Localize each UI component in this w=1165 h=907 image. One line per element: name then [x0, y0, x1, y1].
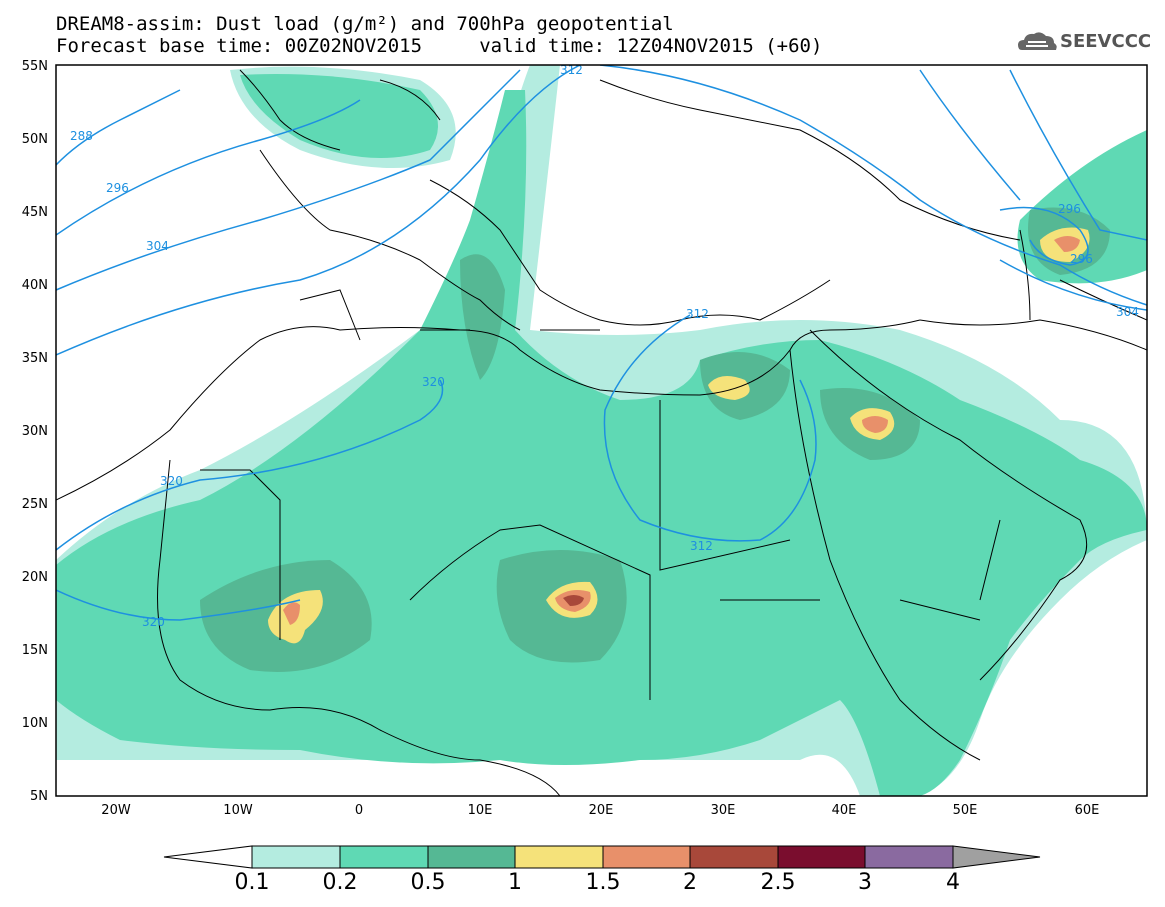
- colorbar-swatch: [864, 845, 954, 869]
- colorbar-swatch: [251, 845, 341, 869]
- contour-label: 320: [142, 615, 165, 629]
- lat-tick-label: 20N: [22, 570, 48, 585]
- colorbar-label: 0.2: [322, 870, 358, 895]
- contour-label: 288: [70, 129, 93, 143]
- lon-tick-label: 0: [355, 803, 363, 818]
- contour-312: [56, 65, 1147, 356]
- contour-label: 296: [1070, 252, 1093, 266]
- contour-label: 320: [160, 474, 183, 488]
- contour-label: 312: [560, 63, 583, 77]
- lat-tick-label: 50N: [22, 132, 48, 147]
- contour-296-ne: [919, 69, 1089, 266]
- lon-tick-label: 20W: [101, 803, 131, 818]
- colorbar-swatch: [602, 845, 691, 869]
- colorbar-label: 2: [683, 870, 697, 895]
- colorbar-swatch: [427, 845, 516, 869]
- colorbar-swatch: [777, 845, 866, 869]
- dust-band-orange-4: [1054, 236, 1080, 252]
- dust-band-orange-1: [283, 602, 300, 625]
- lon-tick-label: 10E: [468, 803, 493, 818]
- colorbar-below-arrow: [163, 845, 253, 869]
- contour-label: 312: [686, 307, 709, 321]
- map-title-line1: DREAM8-assim: Dust load (g/m²) and 700hP…: [56, 13, 674, 35]
- colorbar-swatch: [339, 845, 429, 869]
- lat-tick-label: 10N: [22, 716, 48, 731]
- contour-labels: 288 296 304 312 312 312 320 320 320 296 …: [70, 63, 1139, 629]
- colorbar: [163, 845, 1041, 869]
- colorbar-label: 1: [508, 870, 522, 895]
- lat-tick-label: 30N: [22, 424, 48, 439]
- contour-label: 296: [1058, 202, 1081, 216]
- colorbar-label: 3: [858, 870, 872, 895]
- coastlines: [56, 69, 1147, 796]
- brand-logo-text: SEEVCCC: [1060, 31, 1152, 52]
- contour-label: 312: [690, 539, 713, 553]
- contour-304: [56, 69, 521, 291]
- dust-field: [56, 65, 1147, 796]
- dust-band-dark-5: [460, 254, 505, 380]
- contour-304-ne: [999, 69, 1147, 311]
- contour-label: 304: [1116, 305, 1139, 319]
- colorbar-swatch: [514, 845, 604, 869]
- lat-tick-label: 55N: [22, 59, 48, 74]
- dust-band-green-nw: [240, 74, 438, 158]
- lat-tick-label: 25N: [22, 497, 48, 512]
- plot-frame: [55, 64, 1148, 797]
- cloud-logo-icon: [1018, 32, 1057, 50]
- lon-tick-label: 40E: [832, 803, 857, 818]
- contour-label: 304: [146, 239, 169, 253]
- lat-tick-label: 5N: [30, 789, 48, 804]
- dust-band-brown: [563, 595, 584, 606]
- dust-band-green: [56, 90, 1147, 796]
- colorbar-label: 0.5: [410, 870, 446, 895]
- colorbar-label: 1.5: [585, 870, 621, 895]
- lon-tick-label: 20E: [589, 803, 614, 818]
- lat-tick-label: 15N: [22, 643, 48, 658]
- lon-tick-label: 30E: [711, 803, 736, 818]
- colorbar-label: 4: [946, 870, 960, 895]
- map-title-line2: Forecast base time: 00Z02NOV2015 valid t…: [56, 35, 823, 57]
- lon-tick-label: 50E: [953, 803, 978, 818]
- contour-312-south: [603, 314, 817, 542]
- dust-band-orange-3: [862, 416, 888, 433]
- lat-axis: 55N 50N 45N 40N 35N 30N 25N 20N 15N 10N …: [22, 59, 48, 804]
- lat-tick-label: 35N: [22, 351, 48, 366]
- contour-label: 296: [106, 181, 129, 195]
- contour-320: [56, 379, 444, 621]
- lat-tick-label: 40N: [22, 278, 48, 293]
- dust-band-yellow-3: [708, 376, 750, 400]
- colorbar-label: 2.5: [760, 870, 796, 895]
- contour-label: 320: [422, 375, 445, 389]
- colorbar-swatch: [689, 845, 779, 869]
- lon-tick-label: 10W: [223, 803, 253, 818]
- lat-tick-label: 45N: [22, 205, 48, 220]
- geopotential-contours: [56, 65, 1147, 621]
- contour-296: [56, 99, 361, 236]
- lon-axis: 20W 10W 0 10E 20E 30E 40E 50E 60E: [101, 803, 1099, 818]
- colorbar-label: 0.1: [234, 870, 270, 895]
- contour-288: [56, 89, 181, 166]
- lon-tick-label: 60E: [1075, 803, 1100, 818]
- colorbar-above-arrow: [952, 845, 1041, 869]
